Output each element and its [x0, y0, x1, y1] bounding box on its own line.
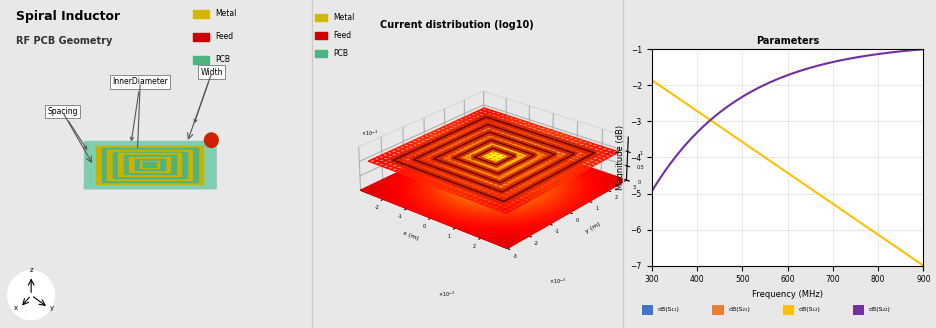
Polygon shape — [135, 159, 165, 170]
Y-axis label: y (m): y (m) — [585, 222, 602, 234]
Text: Metal: Metal — [215, 9, 237, 18]
Polygon shape — [145, 163, 154, 166]
Polygon shape — [107, 150, 192, 180]
Polygon shape — [96, 146, 203, 184]
Text: Spacing: Spacing — [47, 107, 87, 149]
Bar — [314, 14, 328, 21]
Text: z: z — [29, 267, 33, 273]
Text: Spiral Inductor: Spiral Inductor — [16, 10, 120, 23]
Text: Feed: Feed — [215, 32, 233, 41]
Bar — [314, 32, 328, 39]
Text: Current distribution (log10): Current distribution (log10) — [380, 20, 534, 30]
Text: y: y — [50, 305, 53, 311]
Polygon shape — [129, 157, 170, 172]
Polygon shape — [140, 161, 159, 168]
Text: PCB: PCB — [333, 49, 348, 58]
Text: Width: Width — [194, 68, 223, 122]
Bar — [193, 56, 209, 64]
Polygon shape — [124, 155, 176, 174]
X-axis label: Frequency (MHz): Frequency (MHz) — [752, 290, 823, 299]
Polygon shape — [84, 141, 214, 188]
Text: $\times 10^{-3}$: $\times 10^{-3}$ — [438, 290, 455, 299]
Polygon shape — [112, 152, 186, 178]
Text: dB(S₂₂): dB(S₂₂) — [869, 307, 890, 313]
Polygon shape — [102, 148, 197, 182]
Text: RF PCB Geometry: RF PCB Geometry — [16, 36, 112, 46]
Text: Feed: Feed — [333, 31, 352, 40]
X-axis label: x (m): x (m) — [402, 230, 419, 241]
Title: Parameters: Parameters — [756, 36, 819, 46]
Text: Metal: Metal — [333, 13, 355, 22]
Text: PCB: PCB — [215, 55, 230, 64]
Bar — [193, 33, 209, 41]
Polygon shape — [143, 162, 156, 167]
Circle shape — [7, 271, 54, 320]
Polygon shape — [84, 185, 214, 188]
Text: InnerDiameter: InnerDiameter — [112, 77, 168, 140]
Text: dB(S₁₁): dB(S₁₁) — [658, 307, 680, 313]
Bar — [193, 10, 209, 18]
Circle shape — [204, 133, 218, 147]
Polygon shape — [118, 154, 182, 176]
Text: $\times 10^{-3}$: $\times 10^{-3}$ — [361, 128, 378, 138]
Y-axis label: Magnitude (dB): Magnitude (dB) — [616, 125, 625, 190]
Text: x: x — [14, 305, 19, 311]
Text: dB(S₁₂): dB(S₁₂) — [798, 307, 820, 313]
Text: $\times 10^{-3}$: $\times 10^{-3}$ — [549, 277, 566, 286]
Bar — [314, 50, 328, 57]
Text: dB(S₂₁): dB(S₂₁) — [728, 307, 750, 313]
